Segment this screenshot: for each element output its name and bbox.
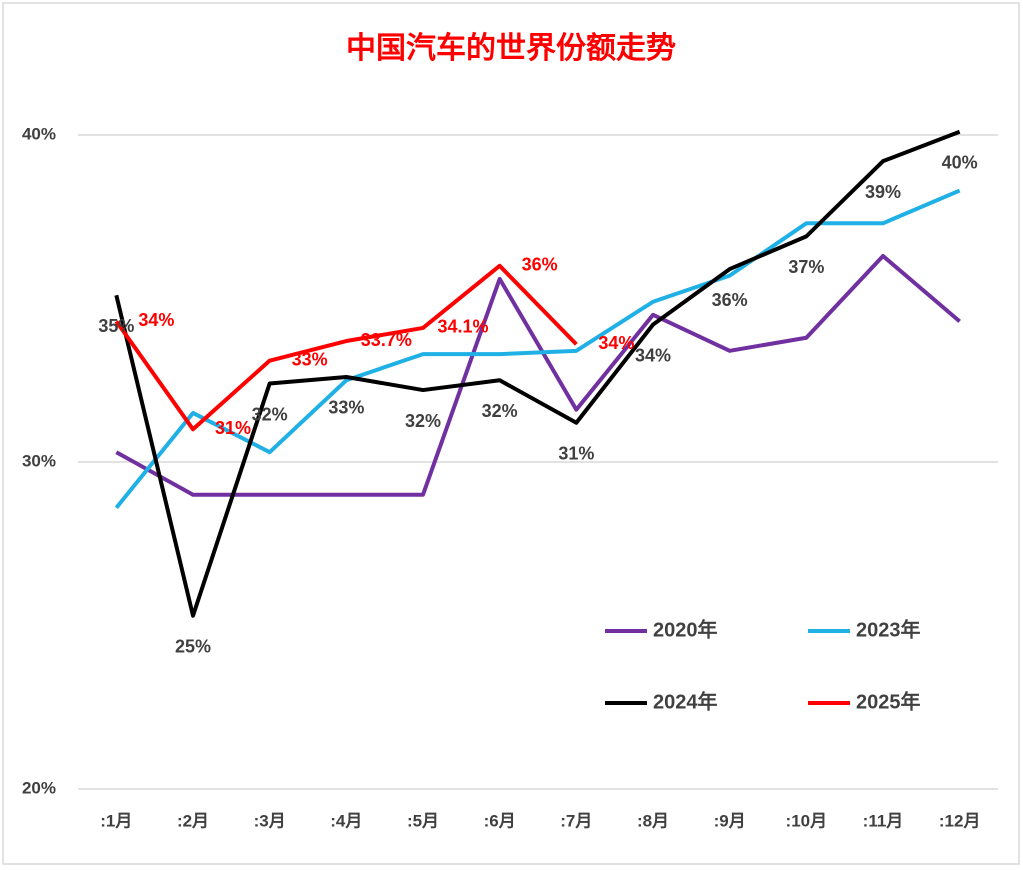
x-tick-label: :9月	[714, 811, 746, 830]
data-label: 32%	[252, 404, 288, 424]
x-tick-label: :4月	[330, 811, 362, 830]
data-label: 36%	[522, 255, 558, 275]
data-label: 33%	[328, 398, 364, 418]
data-label: 32%	[482, 401, 518, 421]
data-label: 31%	[558, 444, 594, 464]
y-tick-label: 30%	[22, 451, 56, 470]
y-tick-label: 20%	[22, 778, 56, 797]
data-label: 34%	[598, 333, 634, 353]
data-label: 31%	[215, 418, 251, 438]
data-label: 37%	[788, 257, 824, 277]
data-label: 33.7%	[361, 330, 412, 350]
series-line	[115, 253, 961, 497]
x-tick-label: :12月	[939, 811, 981, 830]
x-tick-label: :7月	[560, 811, 592, 830]
data-label: 33%	[292, 349, 328, 369]
data-label: 40%	[942, 152, 978, 172]
x-tick-label: :3月	[254, 811, 286, 830]
data-label: 35%	[98, 316, 134, 336]
legend-label: 2025年	[856, 689, 921, 713]
data-label: 34%	[635, 345, 671, 365]
x-tick-label: :8月	[637, 811, 669, 830]
data-label: 34%	[138, 310, 174, 330]
legend-label: 2023年	[856, 617, 921, 641]
legend-label: 2020年	[653, 617, 718, 641]
x-tick-label: :10月	[786, 811, 828, 830]
series-line	[114, 263, 578, 432]
legend-label: 2024年	[653, 689, 718, 713]
data-label: 34.1%	[437, 317, 488, 337]
data-label: 25%	[175, 636, 211, 656]
x-tick-label: :2月	[177, 811, 209, 830]
series-line	[114, 129, 961, 618]
data-label: 39%	[865, 182, 901, 202]
data-label: 36%	[712, 290, 748, 310]
y-tick-label: 40%	[22, 124, 56, 143]
data-label: 32%	[405, 411, 441, 431]
x-tick-label: :6月	[484, 811, 516, 830]
x-tick-label: :11月	[863, 811, 904, 830]
x-tick-label: :1月	[100, 811, 132, 830]
x-tick-label: :5月	[407, 811, 439, 830]
chart-title: 中国汽车的世界份额走势	[346, 31, 676, 65]
